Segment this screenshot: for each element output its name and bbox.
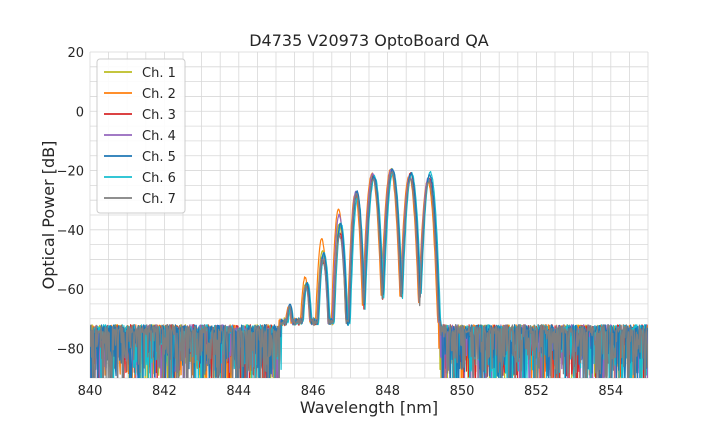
tick-layer: 840 842 844 846 848 850 852 854 −80 −60 −40 −20 0 20 [57, 46, 624, 399]
y-tick-label: 0 [76, 105, 84, 120]
chart-title: D4735 V20973 OptoBoard QA [249, 31, 489, 50]
x-tick-label: 852 [524, 384, 549, 399]
legend-label: Ch. 5 [142, 150, 176, 165]
x-axis-label: Wavelength [nm] [300, 398, 438, 417]
y-tick-label: −60 [57, 283, 84, 298]
x-tick-label: 850 [450, 384, 475, 399]
legend-box [96, 58, 186, 214]
legend-label: Ch. 3 [142, 108, 176, 123]
x-tick-label: 854 [598, 384, 623, 399]
y-tick-label: −40 [57, 224, 84, 239]
legend-label: Ch. 1 [142, 66, 176, 81]
x-tick-label: 846 [301, 384, 326, 399]
y-tick-label: 20 [67, 46, 84, 61]
legend: Ch. 1 Ch. 2 Ch. 3 Ch. 4 Ch. 5 Ch. 6 Ch. 7 [96, 58, 186, 214]
legend-label: Ch. 4 [142, 129, 176, 144]
y-axis-label: Optical Power [dB] [39, 141, 58, 290]
series-layer [90, 167, 648, 378]
legend-label: Ch. 2 [142, 87, 176, 102]
x-tick-label: 840 [78, 384, 103, 399]
x-tick-label: 842 [152, 384, 177, 399]
x-tick-label: 848 [375, 384, 400, 399]
series-line-7 [90, 171, 648, 378]
y-tick-label: −20 [57, 165, 84, 180]
x-tick-label: 844 [226, 384, 251, 399]
legend-label: Ch. 7 [142, 192, 176, 207]
y-tick-label: −80 [57, 342, 84, 357]
legend-label: Ch. 6 [142, 171, 176, 186]
